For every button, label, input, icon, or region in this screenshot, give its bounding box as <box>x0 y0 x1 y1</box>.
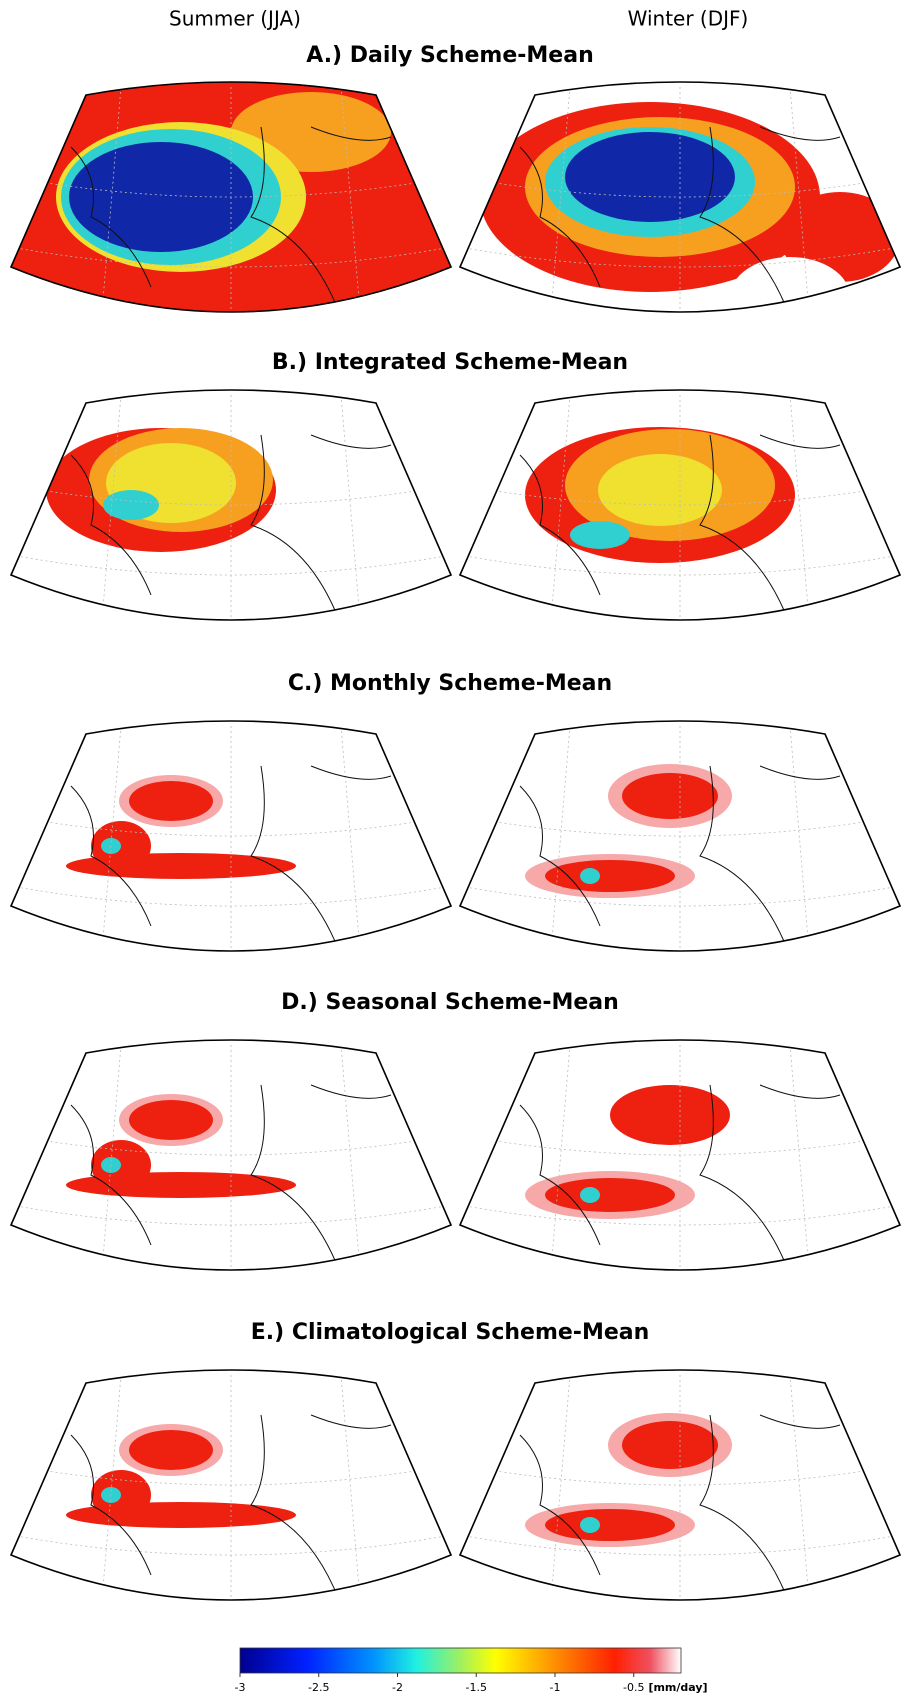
precip-area <box>129 781 213 821</box>
precip-area <box>580 1517 600 1533</box>
map-panel <box>11 721 451 986</box>
map-panel <box>11 1370 451 1635</box>
panel-title: E.) Climatological Scheme-Mean <box>251 1320 650 1345</box>
colorbar-tick-label: -2.5 <box>308 1681 329 1694</box>
precip-area <box>730 257 850 337</box>
colorbar-ticks: -3 -2.5 -2 -1.5 -1 -0.5 [mm/day] <box>235 1673 708 1694</box>
field <box>460 1370 900 1635</box>
colorbar <box>240 1648 681 1673</box>
colorbar-tick-label: -0.5 <box>623 1681 644 1694</box>
precip-area <box>129 1100 213 1140</box>
map-panel <box>460 390 900 655</box>
precip-area <box>129 1430 213 1470</box>
precip-area <box>622 1421 718 1469</box>
map-panel <box>460 721 900 986</box>
field <box>11 1040 451 1305</box>
column-header: Winter (DJF) <box>628 7 749 31</box>
map-panel <box>11 1040 451 1305</box>
figure: Summer (JJA) Winter (DJF) A.) Daily Sche… <box>0 0 901 1698</box>
panel-title: A.) Daily Scheme-Mean <box>306 43 593 68</box>
precip-area <box>565 132 735 222</box>
colorbar-unit: [mm/day] <box>648 1681 707 1694</box>
precip-area <box>598 454 722 526</box>
panel-title: B.) Integrated Scheme-Mean <box>272 350 628 375</box>
field <box>460 390 900 655</box>
map-panel <box>460 1370 900 1635</box>
field <box>460 1040 900 1305</box>
panel-title: D.) Seasonal Scheme-Mean <box>281 990 619 1015</box>
precip-area <box>580 868 600 884</box>
map-panel <box>11 390 451 655</box>
precip-area <box>545 860 675 892</box>
maps: A.) Daily Scheme-Mean B.) Integrated Sche… <box>0 7 900 1635</box>
field <box>11 721 451 986</box>
precip-area <box>545 1178 675 1212</box>
map-panel <box>460 1040 900 1305</box>
panel-title: C.) Monthly Scheme-Mean <box>288 671 612 696</box>
colorbar-tick-label: -2 <box>392 1681 403 1694</box>
precip-area <box>545 1509 675 1541</box>
colorbar-tick-label: -1 <box>550 1681 561 1694</box>
precip-area <box>580 1187 600 1203</box>
field <box>460 82 900 347</box>
colorbar-tick-label: -3 <box>235 1681 246 1694</box>
column-header: Summer (JJA) <box>169 7 301 31</box>
precip-area <box>622 773 718 819</box>
precip-area <box>570 521 630 549</box>
field <box>11 390 451 655</box>
colorbar-tick-label: -1.5 <box>466 1681 487 1694</box>
field <box>11 1370 451 1635</box>
precip-area <box>610 1085 730 1145</box>
map-panel <box>460 82 900 347</box>
field <box>460 721 900 986</box>
